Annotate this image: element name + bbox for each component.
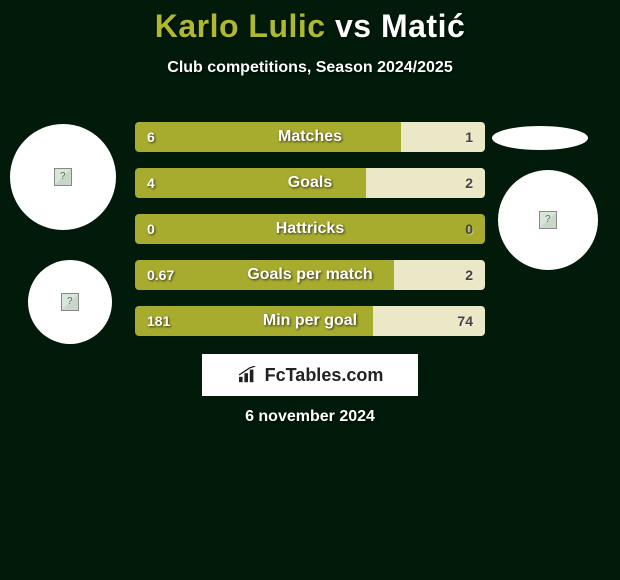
date-text: 6 november 2024 (0, 408, 620, 426)
bar-value-left: 0 (147, 214, 155, 244)
comparison-bars: 61Matches42Goals00Hattricks0.672Goals pe… (135, 122, 485, 352)
stat-row: 61Matches (135, 122, 485, 152)
brand-box: FcTables.com (202, 354, 418, 396)
broken-image-icon (61, 293, 79, 311)
subtitle: Club competitions, Season 2024/2025 (0, 59, 620, 77)
player2-ellipse (492, 126, 588, 150)
bar-value-right: 0 (465, 214, 473, 244)
brand-text: FcTables.com (265, 365, 384, 386)
bar-value-right: 1 (465, 122, 473, 152)
broken-image-icon (54, 168, 72, 186)
broken-image-icon (539, 211, 557, 229)
stat-row: 00Hattricks (135, 214, 485, 244)
bar-value-left: 0.67 (147, 260, 174, 290)
bar-left-fill (135, 122, 401, 152)
bar-left-fill (135, 306, 373, 336)
player2-name: Matić (381, 8, 465, 44)
player2-avatar (498, 170, 598, 270)
comparison-title: Karlo Lulic vs Matić (0, 0, 620, 45)
stat-row: 18174Min per goal (135, 306, 485, 336)
bar-value-right: 2 (465, 260, 473, 290)
stat-row: 42Goals (135, 168, 485, 198)
bar-left-fill (135, 214, 485, 244)
brand-chart-icon (237, 366, 259, 384)
bar-value-right: 74 (457, 306, 473, 336)
player1-club-logo (28, 260, 112, 344)
bar-value-right: 2 (465, 168, 473, 198)
bar-value-left: 6 (147, 122, 155, 152)
vs-text: vs (335, 8, 372, 44)
bar-left-fill (135, 168, 366, 198)
stat-row: 0.672Goals per match (135, 260, 485, 290)
bar-value-left: 181 (147, 306, 170, 336)
bar-value-left: 4 (147, 168, 155, 198)
player1-name: Karlo Lulic (155, 8, 326, 44)
player1-avatar-large (10, 124, 116, 230)
